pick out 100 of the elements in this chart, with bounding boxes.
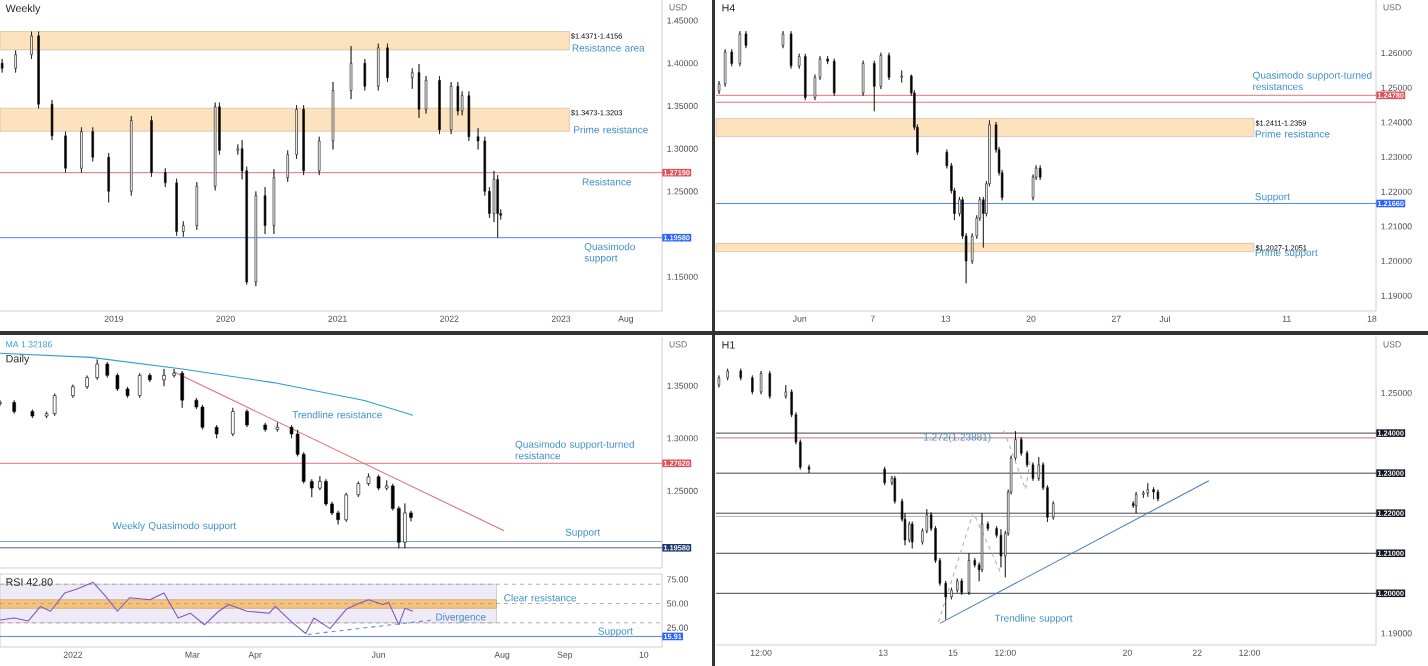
candlestick: [496, 174, 499, 238]
y-axis-title: USD: [669, 4, 687, 11]
annotation: Weekly Quasimodo support: [112, 521, 237, 532]
candlestick: [336, 510, 340, 525]
x-tick-label: 7: [870, 315, 875, 322]
candlestick: [148, 372, 152, 383]
x-tick-label: Sep: [557, 651, 573, 660]
candlestick: [483, 136, 487, 196]
candlestick: [804, 53, 807, 101]
candlestick: [272, 168, 276, 235]
annotation: Support: [598, 627, 633, 637]
candlestick: [1146, 482, 1149, 498]
candlestick: [366, 473, 371, 486]
y-tick-label: 50.00: [667, 600, 689, 607]
candlestick: [883, 466, 886, 486]
annotation: 1.272(1.23881): [924, 433, 991, 443]
candlestick: [744, 30, 748, 49]
candlestick: [807, 464, 811, 474]
candlestick: [887, 52, 891, 81]
candlestick: [130, 115, 133, 196]
candlestick: [1156, 489, 1160, 502]
y-tick-label: 75.00: [667, 576, 689, 583]
candlestick: [768, 370, 771, 399]
candlestick: [1037, 456, 1040, 482]
candlestick: [717, 375, 721, 388]
chart-title: H4: [722, 4, 735, 12]
y-tick-label: 1.25000: [667, 188, 698, 195]
candlestick: [71, 384, 75, 399]
y-tick-label: 1.25000: [1381, 84, 1412, 91]
candlestick: [456, 81, 460, 116]
candlestick: [295, 104, 298, 160]
candlestick: [738, 30, 742, 67]
candlestick: [723, 48, 727, 87]
candlestick: [164, 168, 167, 188]
candlestick: [449, 81, 453, 135]
x-tick-label: Jul: [1159, 315, 1170, 323]
candlestick: [180, 370, 184, 409]
candlestick: [813, 74, 817, 101]
candlestick: [784, 384, 787, 399]
candlestick: [30, 409, 35, 419]
candlestick: [30, 31, 33, 60]
x-tick-label: Apr: [248, 651, 262, 660]
annotation: Quasimodo support: [584, 242, 635, 264]
candlestick: [818, 55, 822, 81]
candlestick: [14, 50, 17, 73]
annotation: Resistance area: [572, 44, 645, 52]
annotation: Resistance: [582, 178, 631, 186]
candlestick: [956, 578, 959, 593]
candlestick: [391, 483, 395, 511]
annotation: Divergence: [436, 613, 486, 623]
y-tick-label: 1.35000: [667, 382, 698, 389]
candlestick: [1052, 500, 1055, 520]
candlestick: [960, 578, 963, 596]
chart-title: RSI 42.80: [6, 578, 53, 586]
candlestick: [730, 48, 733, 67]
candlestick: [467, 91, 471, 142]
y-axis-title: USD: [669, 341, 687, 348]
candlestick: [417, 63, 421, 119]
candlestick: [318, 475, 322, 491]
candlestick: [85, 375, 89, 390]
candlestick: [376, 474, 381, 491]
x-tick-label: 2019: [104, 315, 124, 322]
candlestick: [349, 45, 353, 100]
candlestick: [945, 149, 949, 169]
y-tick-label: 1.21000: [1381, 223, 1412, 230]
candlestick: [409, 510, 413, 522]
chart-title: Weekly: [5, 4, 41, 15]
candlestick: [295, 429, 300, 457]
x-tick-label: 2022: [440, 315, 459, 322]
annotation: Clear resistance: [504, 594, 577, 602]
y-tick-label: 1.20000: [1381, 258, 1412, 265]
candlestick: [182, 220, 185, 237]
series-label: MA 1.32186: [6, 341, 52, 348]
candlestick: [194, 397, 199, 410]
annotation: Trendline resistance: [292, 410, 382, 419]
candlestick: [986, 521, 990, 532]
x-tick-label: Jun: [371, 651, 385, 658]
candlestick: [331, 81, 335, 150]
candlestick: [826, 55, 829, 65]
y-tick-label: 1.45000: [667, 17, 698, 24]
candlestick: [973, 557, 976, 568]
candlestick: [739, 368, 742, 381]
candlestick: [781, 30, 785, 49]
candlestick: [799, 439, 802, 470]
candlestick: [162, 368, 166, 387]
y-tick-label: 1.19000: [1381, 292, 1412, 299]
candlestick: [797, 53, 801, 69]
candlestick: [356, 481, 361, 498]
candlestick: [438, 75, 441, 135]
candlestick: [150, 115, 153, 178]
x-tick-label: 18: [1367, 315, 1377, 322]
x-tick-label: 10: [639, 651, 649, 658]
candlestick: [759, 370, 763, 395]
candlestick: [1020, 436, 1023, 456]
candlestick: [254, 191, 258, 287]
candlestick: [236, 144, 240, 155]
candlestick: [384, 480, 389, 491]
candlestick: [80, 126, 83, 173]
x-tick-label: 22: [1192, 649, 1202, 656]
candlestick: [1031, 462, 1035, 482]
